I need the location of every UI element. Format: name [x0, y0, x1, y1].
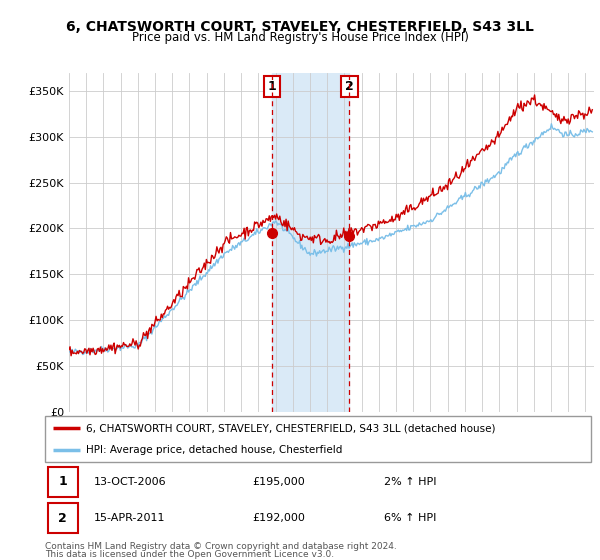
- Text: 6, CHATSWORTH COURT, STAVELEY, CHESTERFIELD, S43 3LL (detached house): 6, CHATSWORTH COURT, STAVELEY, CHESTERFI…: [86, 423, 496, 433]
- FancyBboxPatch shape: [48, 503, 78, 533]
- Text: HPI: Average price, detached house, Chesterfield: HPI: Average price, detached house, Ches…: [86, 445, 343, 455]
- Text: This data is licensed under the Open Government Licence v3.0.: This data is licensed under the Open Gov…: [45, 550, 334, 559]
- Text: Price paid vs. HM Land Registry's House Price Index (HPI): Price paid vs. HM Land Registry's House …: [131, 31, 469, 44]
- FancyBboxPatch shape: [45, 416, 591, 462]
- Text: 1: 1: [58, 475, 67, 488]
- Text: 6% ↑ HPI: 6% ↑ HPI: [383, 514, 436, 523]
- Text: Contains HM Land Registry data © Crown copyright and database right 2024.: Contains HM Land Registry data © Crown c…: [45, 542, 397, 551]
- Text: 2: 2: [58, 512, 67, 525]
- Text: £195,000: £195,000: [253, 477, 305, 487]
- Text: £192,000: £192,000: [253, 514, 305, 523]
- FancyBboxPatch shape: [48, 467, 78, 497]
- Text: 13-OCT-2006: 13-OCT-2006: [94, 477, 167, 487]
- Text: 2: 2: [345, 80, 354, 93]
- Text: 15-APR-2011: 15-APR-2011: [94, 514, 166, 523]
- Text: 2% ↑ HPI: 2% ↑ HPI: [383, 477, 436, 487]
- Text: 1: 1: [268, 80, 277, 93]
- Bar: [272, 73, 349, 412]
- Text: 6, CHATSWORTH COURT, STAVELEY, CHESTERFIELD, S43 3LL: 6, CHATSWORTH COURT, STAVELEY, CHESTERFI…: [66, 20, 534, 34]
